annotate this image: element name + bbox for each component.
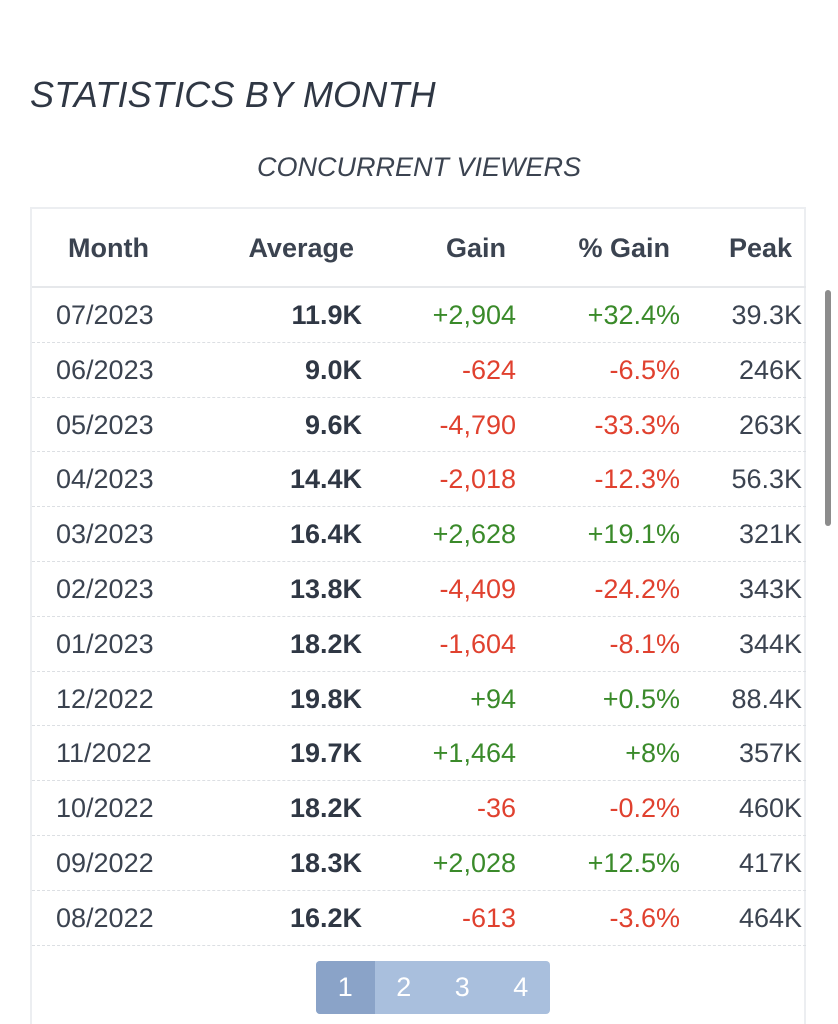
peak-cell: 464K bbox=[738, 902, 802, 933]
gain-cell: +2,904 bbox=[432, 300, 516, 330]
peak-cell: 263K bbox=[738, 409, 802, 440]
section-title: STATISTICS BY MONTH bbox=[30, 74, 436, 115]
pct-gain-cell: +8% bbox=[625, 738, 680, 769]
month-cell: 04/2023 bbox=[56, 464, 154, 495]
table-row: 08/2022 16.2K -613 -3.6% 464K bbox=[32, 891, 806, 946]
column-header-peak[interactable]: Peak bbox=[728, 233, 792, 263]
page-button-2[interactable]: 2 bbox=[396, 972, 412, 1002]
table-row: 04/2023 14.4K -2,018 -12.3% 56.3K bbox=[32, 452, 806, 508]
month-cell: 01/2023 bbox=[56, 628, 154, 659]
pct-gain-cell: +12.5% bbox=[587, 847, 680, 878]
average-cell: 18.2K bbox=[289, 793, 362, 824]
gain-cell: -1,604 bbox=[439, 628, 516, 659]
gain-cell: +2,028 bbox=[432, 847, 516, 878]
stats-table: Month Average Gain % Gain Peak 07/2023 11… bbox=[30, 207, 806, 1024]
table-row: 01/2023 18.2K -1,604 -8.1% 344K bbox=[32, 617, 806, 672]
month-cell: 06/2023 bbox=[56, 354, 154, 385]
table-row: 09/2022 18.3K +2,028 +12.5% 417K bbox=[32, 836, 806, 891]
month-cell: 07/2023 bbox=[56, 300, 154, 330]
gain-cell: -624 bbox=[461, 354, 516, 385]
page-button-1[interactable]: 1 bbox=[316, 961, 375, 1014]
gain-cell: -2,018 bbox=[439, 464, 516, 495]
peak-cell: 246K bbox=[738, 354, 802, 385]
pct-gain-cell: +32.4% bbox=[587, 300, 680, 330]
average-cell: 13.8K bbox=[289, 573, 362, 604]
table-header: Month Average Gain % Gain Peak bbox=[32, 209, 806, 288]
pct-gain-cell: -0.2% bbox=[609, 793, 680, 824]
column-header-average[interactable]: Average bbox=[248, 233, 354, 263]
pct-gain-cell: +19.1% bbox=[587, 519, 680, 550]
gain-cell: +94 bbox=[470, 683, 516, 714]
gain-cell: -36 bbox=[476, 793, 516, 824]
column-header-month[interactable]: Month bbox=[68, 233, 149, 263]
peak-cell: 321K bbox=[738, 519, 802, 550]
average-cell: 9.0K bbox=[304, 354, 362, 385]
gain-cell: +2,628 bbox=[432, 519, 516, 550]
pct-gain-cell: +0.5% bbox=[602, 683, 680, 714]
peak-cell: 357K bbox=[738, 738, 802, 769]
average-cell: 14.4K bbox=[289, 464, 362, 495]
month-cell: 10/2022 bbox=[56, 793, 154, 824]
pct-gain-cell: -6.5% bbox=[609, 354, 680, 385]
average-cell: 16.2K bbox=[289, 902, 362, 933]
pct-gain-cell: -3.6% bbox=[609, 902, 680, 933]
table-row: 03/2023 16.4K +2,628 +19.1% 321K bbox=[32, 507, 806, 562]
month-cell: 03/2023 bbox=[56, 519, 154, 550]
table-row: 11/2022 19.7K +1,464 +8% 357K bbox=[32, 726, 806, 782]
table-body: 07/2023 11.9K +2,904 +32.4% 39.3K 06/2023 9.0K… bbox=[32, 288, 806, 946]
average-cell: 19.7K bbox=[289, 738, 362, 769]
column-header-pct-gain[interactable]: % Gain bbox=[578, 233, 670, 263]
peak-cell: 39.3K bbox=[731, 300, 802, 330]
gain-cell: +1,464 bbox=[432, 738, 516, 769]
peak-cell: 417K bbox=[738, 847, 802, 878]
month-cell: 09/2022 bbox=[56, 847, 154, 878]
average-cell: 9.6K bbox=[304, 409, 362, 440]
column-header-gain[interactable]: Gain bbox=[445, 233, 506, 263]
table-row: 12/2022 19.8K +94 +0.5% 88.4K bbox=[32, 672, 806, 727]
average-cell: 19.8K bbox=[289, 683, 362, 714]
table-row: 07/2023 11.9K +2,904 +32.4% 39.3K bbox=[32, 288, 806, 343]
month-cell: 05/2023 bbox=[56, 409, 154, 440]
month-cell: 11/2022 bbox=[56, 738, 152, 769]
gain-cell: -613 bbox=[461, 902, 516, 933]
page-button-4[interactable]: 4 bbox=[513, 972, 529, 1002]
peak-cell: 343K bbox=[738, 573, 802, 604]
scrollbar[interactable] bbox=[825, 290, 831, 526]
page-button-3[interactable]: 3 bbox=[454, 972, 470, 1002]
table-title: CONCURRENT VIEWERS bbox=[256, 152, 581, 182]
gain-cell: -4,790 bbox=[439, 409, 516, 440]
pct-gain-cell: -24.2% bbox=[594, 573, 680, 604]
average-cell: 18.3K bbox=[289, 847, 362, 878]
pct-gain-cell: -33.3% bbox=[594, 409, 680, 440]
average-cell: 11.9K bbox=[291, 300, 362, 330]
peak-cell: 88.4K bbox=[731, 683, 802, 714]
month-cell: 02/2023 bbox=[56, 573, 154, 604]
gain-cell: -4,409 bbox=[439, 573, 516, 604]
peak-cell: 460K bbox=[738, 793, 802, 824]
table-row: 02/2023 13.8K -4,409 -24.2% 343K bbox=[32, 562, 806, 617]
peak-cell: 344K bbox=[738, 628, 802, 659]
average-cell: 18.2K bbox=[289, 628, 362, 659]
table-row: 05/2023 9.6K -4,790 -33.3% 263K bbox=[32, 398, 806, 453]
table-row: 06/2023 9.0K -624 -6.5% 246K bbox=[32, 343, 806, 398]
month-cell: 12/2022 bbox=[56, 683, 154, 714]
pct-gain-cell: -12.3% bbox=[594, 464, 680, 495]
table-row: 10/2022 18.2K -36 -0.2% 460K bbox=[32, 781, 806, 836]
pct-gain-cell: -8.1% bbox=[609, 628, 680, 659]
average-cell: 16.4K bbox=[289, 519, 362, 550]
month-cell: 08/2022 bbox=[56, 902, 154, 933]
peak-cell: 56.3K bbox=[731, 464, 802, 495]
